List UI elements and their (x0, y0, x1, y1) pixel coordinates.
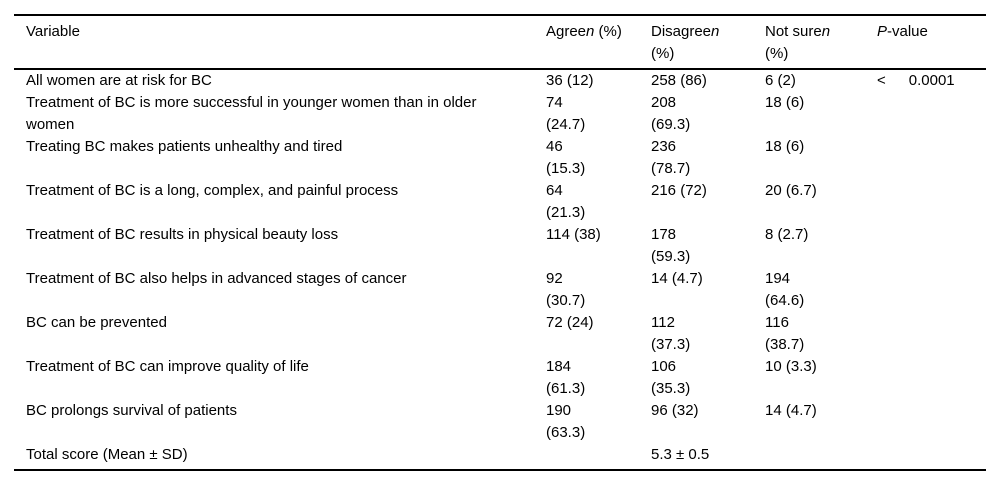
not-sure-cell: 6 (2) (765, 72, 796, 89)
variable-cell: Treatment of BC is a long, complex, and … (26, 182, 399, 199)
header-p-rest: -value (887, 23, 928, 40)
header-agree-label: Agree (546, 23, 587, 40)
table-row: Total score (Mean ± SD) 5.3 ± 0.5 (14, 444, 986, 471)
header-not-sure-label: Not sure (765, 23, 822, 40)
p-sign: < (877, 72, 886, 89)
agree-cell: 46 (15.3) (546, 138, 586, 177)
p-number: 0.0001 (908, 72, 955, 89)
disagree-cell: 178 (59.3) (651, 226, 691, 265)
table-row: Treatment of BC is a long, complex, and … (14, 180, 986, 224)
p-value-cell (865, 312, 986, 356)
p-value-cell (865, 400, 986, 444)
variable-cell: BC prolongs survival of patients (26, 402, 237, 419)
disagree-cell: 106 (35.3) (651, 358, 691, 397)
header-p-italic: P (877, 23, 888, 40)
not-sure-cell (753, 444, 865, 471)
disagree-cell: 112 (37.3) (651, 314, 691, 353)
disagree-cell: 236 (78.7) (651, 138, 691, 177)
variable-cell: Treatment of BC also helps in advanced s… (26, 270, 407, 287)
p-value-cell (865, 268, 986, 312)
table-row: Treatment of BC also helps in advanced s… (14, 268, 986, 312)
agree-cell: 74 (24.7) (546, 94, 586, 133)
col-header-p-value: P-value (865, 14, 986, 70)
agree-cell: 36 (12) (546, 72, 594, 89)
knowledge-perceptions-table: Variable Agreen (%) Disagreen (%) Not sur… (14, 14, 986, 471)
header-disagree-label: Disagree (651, 23, 712, 40)
header-agree-n: n (586, 23, 595, 40)
not-sure-cell: 14 (4.7) (765, 402, 817, 419)
table-header-row: Variable Agreen (%) Disagreen (%) Not sur… (14, 14, 986, 70)
not-sure-cell: 194 (64.6) (765, 270, 805, 309)
col-header-agree: Agreen (%) (534, 14, 639, 70)
not-sure-cell: 18 (6) (765, 94, 805, 111)
disagree-cell: 208 (69.3) (651, 94, 691, 133)
not-sure-cell: 10 (3.3) (765, 358, 817, 375)
disagree-cell: 96 (32) (651, 402, 699, 419)
p-value-cell (865, 356, 986, 400)
table-row: Treatment of BC is more successful in yo… (14, 92, 986, 136)
agree-cell (534, 444, 639, 471)
header-variable-label: Variable (26, 23, 80, 40)
table-row: Treatment of BC can improve quality of l… (14, 356, 986, 400)
not-sure-cell: 18 (6) (765, 138, 805, 155)
p-value-cell (865, 224, 986, 268)
table-row: All women are at risk for BC 36 (12) 258 (… (14, 69, 986, 92)
agree-cell: 72 (24) (546, 314, 594, 331)
not-sure-cell: 116 (38.7) (765, 314, 805, 353)
header-not-sure-n: n (821, 23, 831, 40)
p-value-cell (865, 180, 986, 224)
not-sure-cell: 20 (6.7) (765, 182, 817, 199)
disagree-cell: 5.3 ± 0.5 (639, 444, 753, 471)
variable-cell: BC can be prevented (26, 314, 167, 331)
agree-cell: 190 (63.3) (546, 402, 586, 441)
header-disagree-n: n (711, 23, 720, 40)
agree-cell: 64 (21.3) (546, 182, 586, 221)
p-value-cell (865, 92, 986, 136)
agree-cell: 114 (38) (546, 226, 601, 243)
col-header-not-sure: Not suren (%) (753, 14, 865, 70)
not-sure-cell: 8 (2.7) (765, 226, 809, 243)
disagree-cell: 216 (72) (651, 182, 707, 199)
variable-cell: Treatment of BC results in physical beau… (26, 226, 339, 243)
table-row: Treating BC makes patients unhealthy and… (14, 136, 986, 180)
variable-cell: All women are at risk for BC (26, 72, 212, 89)
table-row: BC can be prevented 72 (24) 112 (37.3) 116 … (14, 312, 986, 356)
p-value-cell (865, 444, 986, 471)
disagree-cell: 258 (86) (651, 72, 707, 89)
table-row: Treatment of BC results in physical beau… (14, 224, 986, 268)
table-body: All women are at risk for BC 36 (12) 258 (… (14, 69, 986, 471)
p-value-cell: <0.0001 (865, 69, 986, 92)
header-not-sure-pct: (%) (765, 45, 789, 62)
variable-cell: Treatment of BC is more successful in yo… (26, 94, 477, 133)
p-value-cell (865, 136, 986, 180)
header-disagree-pct: (%) (651, 45, 675, 62)
agree-cell: 92 (30.7) (546, 270, 586, 309)
variable-cell: Treatment of BC can improve quality of l… (26, 358, 309, 375)
agree-cell: 184 (61.3) (546, 358, 586, 397)
table-row: BC prolongs survival of patients 190 (63.… (14, 400, 986, 444)
col-header-disagree: Disagreen (%) (639, 14, 753, 70)
col-header-variable: Variable (14, 14, 534, 70)
disagree-cell: 14 (4.7) (651, 270, 703, 287)
variable-cell: Total score (Mean ± SD) (14, 444, 534, 471)
header-agree-pct: (%) (598, 23, 622, 40)
variable-cell: Treating BC makes patients unhealthy and… (26, 138, 343, 155)
